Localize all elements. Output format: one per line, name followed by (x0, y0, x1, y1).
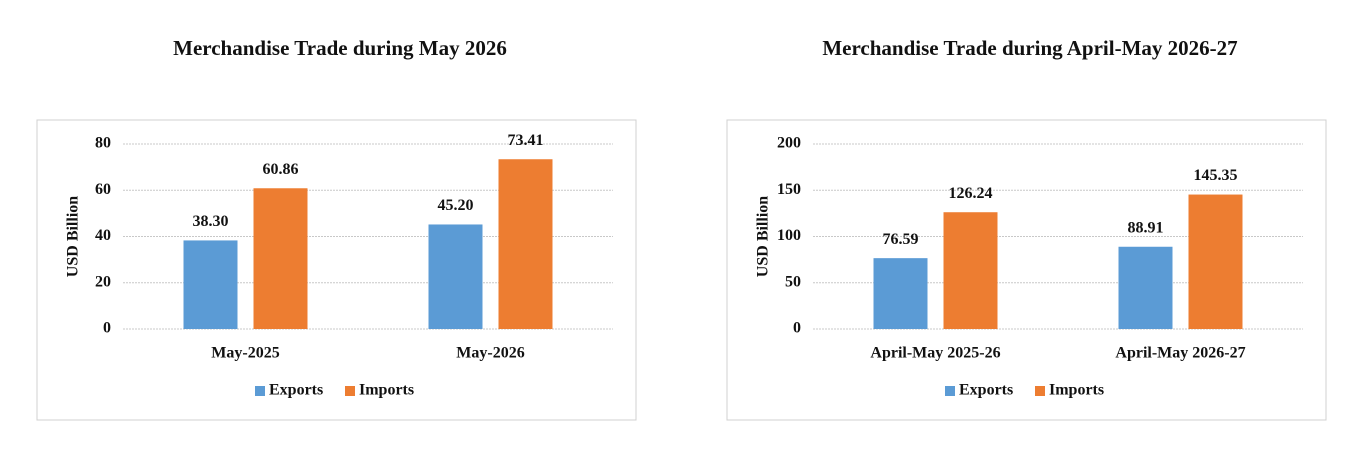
y-axis-label: USD Billion (65, 196, 82, 277)
y-tick-label: 20 (95, 273, 111, 290)
x-tick-label: April-May 2026-27 (1115, 345, 1245, 362)
y-tick-label: 50 (785, 273, 801, 290)
bar (1188, 194, 1243, 329)
data-label: 73.41 (508, 132, 544, 149)
legend-swatch (1035, 386, 1045, 396)
chart-frame (726, 119, 1327, 421)
data-label: 45.20 (438, 197, 474, 214)
legend-label: Imports (359, 382, 414, 399)
bar (873, 258, 928, 329)
x-tick-label: May-2025 (211, 345, 279, 362)
data-label: 145.35 (1194, 167, 1238, 184)
bar (1118, 246, 1173, 329)
chart-title: Merchandise Trade during May 2026 (173, 36, 507, 60)
x-tick-label: April-May 2025-26 (870, 345, 1000, 362)
data-label: 76.59 (883, 231, 919, 248)
data-label: 60.86 (263, 161, 299, 178)
y-tick-label: 60 (95, 181, 111, 198)
data-label: 126.24 (949, 185, 993, 202)
y-axis-label: USD Billion (755, 196, 772, 277)
legend-swatch (945, 386, 955, 396)
bar (943, 212, 998, 329)
y-tick-label: 40 (95, 227, 111, 244)
bar (498, 159, 553, 329)
data-label: 88.91 (1128, 219, 1164, 236)
bar (183, 240, 238, 329)
y-tick-label: 100 (777, 227, 801, 244)
bar (428, 224, 483, 329)
legend-label: Imports (1049, 382, 1104, 399)
bar (253, 188, 308, 329)
y-tick-label: 150 (777, 181, 801, 198)
legend-label: Exports (959, 382, 1013, 399)
y-tick-label: 80 (95, 135, 111, 152)
data-label: 38.30 (193, 213, 229, 230)
chart-title: Merchandise Trade during April-May 2026-… (822, 36, 1237, 60)
legend-swatch (345, 386, 355, 396)
legend-swatch (255, 386, 265, 396)
chart-frame (36, 119, 637, 421)
y-tick-label: 0 (103, 320, 111, 337)
x-tick-label: May-2026 (456, 345, 524, 362)
y-tick-label: 200 (777, 135, 801, 152)
y-tick-label: 0 (793, 320, 801, 337)
legend-label: Exports (269, 382, 323, 399)
